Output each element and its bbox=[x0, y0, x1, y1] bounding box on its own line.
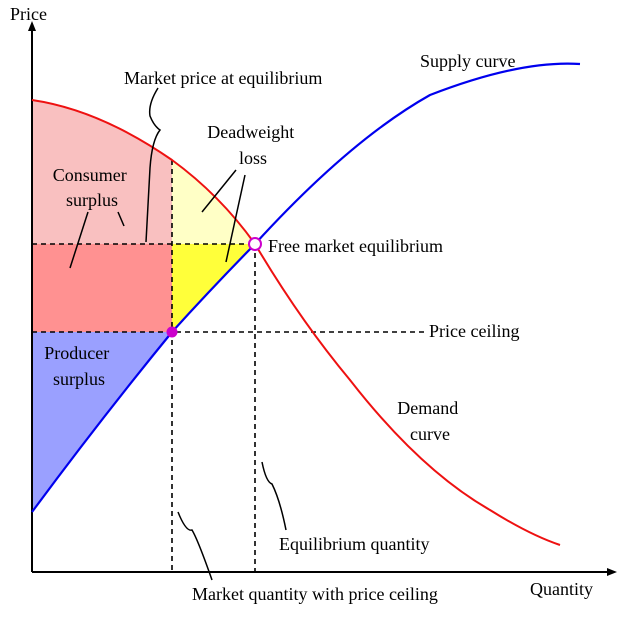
free-market-equilibrium-label: Free market equilibrium bbox=[268, 236, 443, 256]
price-ceiling-point bbox=[167, 327, 178, 338]
demand-curve-label: Demand curve bbox=[397, 398, 462, 444]
y-axis-label: Price bbox=[10, 4, 47, 24]
deadweight-loss-label: Deadweight loss bbox=[207, 122, 298, 168]
equilibrium-quantity-leader bbox=[262, 462, 286, 530]
price-transfer-area bbox=[32, 244, 172, 332]
free-market-equilibrium-point bbox=[249, 238, 261, 250]
deadweight-loss-upper-area bbox=[172, 160, 255, 244]
supply-curve-label: Supply curve bbox=[420, 51, 515, 71]
market-price-label: Market price at equilibrium bbox=[124, 68, 322, 88]
ceiling-quantity-leader bbox=[178, 512, 212, 580]
market-quantity-ceiling-label: Market quantity with price ceiling bbox=[192, 584, 438, 604]
equilibrium-quantity-label: Equilibrium quantity bbox=[279, 534, 430, 554]
price-ceiling-label: Price ceiling bbox=[429, 321, 519, 341]
x-axis-label: Quantity bbox=[530, 579, 593, 599]
